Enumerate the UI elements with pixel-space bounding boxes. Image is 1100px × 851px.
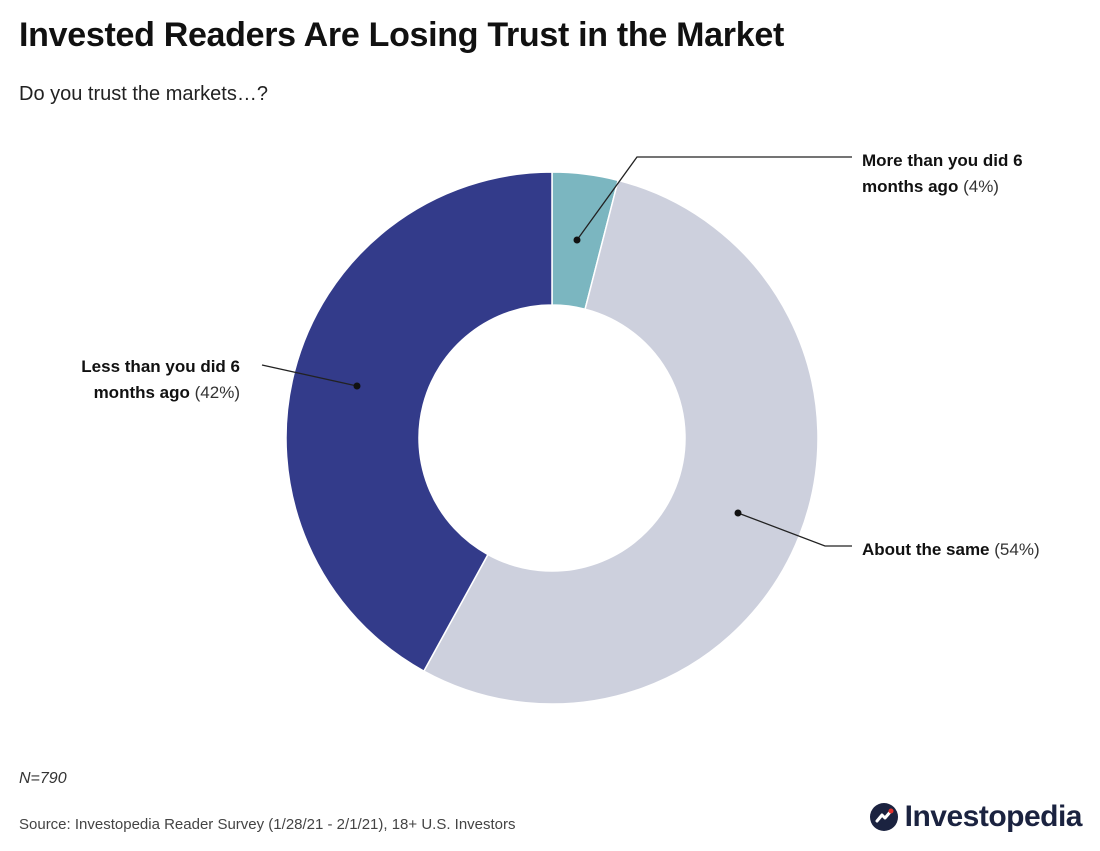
sample-size-note: N=790 <box>19 770 67 787</box>
label-more-line2: months ago <box>862 177 959 196</box>
chart-title: Invested Readers Are Losing Trust in the… <box>19 16 784 54</box>
label-more-line1: More than you did 6 <box>862 151 1023 170</box>
label-same-pct: (54%) <box>994 540 1040 559</box>
brand-logo: Investopedia <box>869 800 1083 834</box>
leader-less-than-dot <box>353 382 361 390</box>
label-same-line1: About the same <box>862 540 990 559</box>
leader-more-than-dot <box>573 236 581 244</box>
label-more-than: More than you did 6 months ago (4%) <box>862 148 1023 200</box>
investopedia-logo-icon <box>869 803 898 831</box>
leader-less-than <box>261 364 358 387</box>
label-less-line1: Less than you did 6 <box>81 357 240 376</box>
leader-lines <box>261 156 852 547</box>
label-more-pct: (4%) <box>963 177 999 196</box>
label-less-pct: (42%) <box>194 383 240 402</box>
slice-about-same <box>422 179 819 705</box>
donut-slices <box>285 171 819 705</box>
label-about-same: About the same (54%) <box>862 537 1040 563</box>
leader-about-same <box>737 512 852 547</box>
source-note: Source: Investopedia Reader Survey (1/28… <box>19 816 516 833</box>
leader-about-same-dot <box>734 509 742 517</box>
chart-subtitle: Do you trust the markets…? <box>19 83 268 105</box>
label-less-line2: months ago <box>93 383 190 402</box>
label-less-than: Less than you did 6 months ago (42%) <box>44 354 240 406</box>
leader-more-than <box>576 156 852 241</box>
slice-less-than <box>285 171 553 673</box>
brand-name: Investopedia <box>904 800 1083 833</box>
